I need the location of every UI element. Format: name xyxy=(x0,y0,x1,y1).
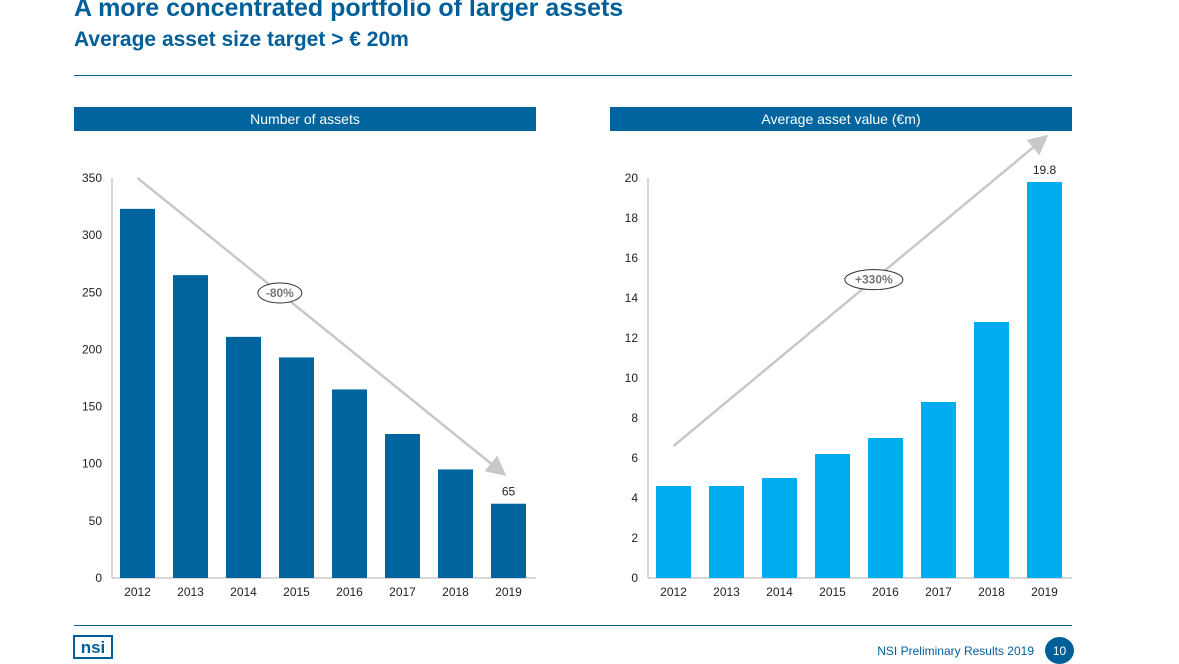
number-of-assets-chart: 0 50 100 150 200 250 300 350 2012 2013 2014 2015 201… xyxy=(82,171,536,599)
y-tick-label: 100 xyxy=(82,457,102,471)
y-tick-label: 18 xyxy=(625,211,639,225)
nsi-logo: nsi xyxy=(73,635,113,659)
trend-label: +330% xyxy=(855,273,893,287)
y-tick-label: 250 xyxy=(82,285,102,299)
footer-divider xyxy=(74,625,1072,626)
trend-arrow xyxy=(136,177,507,476)
y-tick-label: 0 xyxy=(631,571,638,585)
average-asset-value-chart: 0 2 4 6 8 10 12 14 16 18 20 2012 2013 2014 2015 2016 201… xyxy=(625,134,1072,599)
x-tick-label: 2019 xyxy=(495,585,522,599)
page-subtitle: Average asset size target > € 20m xyxy=(74,28,409,51)
y-tick-label: 300 xyxy=(82,228,102,242)
bar-2013 xyxy=(709,486,744,578)
header-divider xyxy=(74,75,1072,76)
x-tick-label: 2016 xyxy=(872,585,899,599)
x-tick-label: 2018 xyxy=(978,585,1005,599)
bar-2018 xyxy=(974,322,1009,578)
y-tick-label: 50 xyxy=(89,514,103,528)
x-tick-label: 2017 xyxy=(925,585,952,599)
x-tick-label: 2012 xyxy=(660,585,687,599)
x-tick-label: 2013 xyxy=(177,585,204,599)
number-of-assets-chart-title: Number of assets xyxy=(74,107,536,131)
bar-2013 xyxy=(173,275,208,578)
y-tick-label: 16 xyxy=(625,251,639,265)
footer-text: NSI Preliminary Results 2019 xyxy=(877,644,1034,658)
page-number-badge: 10 xyxy=(1045,637,1074,664)
average-asset-value-chart-title: Average asset value (€m) xyxy=(610,107,1072,131)
bar-2019 xyxy=(491,503,526,578)
x-tick-label: 2017 xyxy=(389,585,416,599)
bar-2017 xyxy=(921,402,956,578)
bar-2016 xyxy=(332,389,367,578)
bar-2019 xyxy=(1027,182,1062,578)
x-tick-label: 2015 xyxy=(819,585,846,599)
x-tick-label: 2019 xyxy=(1031,585,1058,599)
y-tick-label: 0 xyxy=(95,571,102,585)
x-tick-label: 2015 xyxy=(283,585,310,599)
x-tick-label: 2014 xyxy=(766,585,793,599)
trend-badge xyxy=(257,282,303,304)
x-tick-label: 2013 xyxy=(713,585,740,599)
x-tick-label: 2012 xyxy=(124,585,151,599)
page-title: A more concentrated portfolio of larger … xyxy=(74,0,624,22)
bar-2015 xyxy=(279,357,314,578)
bar-2016 xyxy=(868,438,903,578)
x-tick-label: 2014 xyxy=(230,585,257,599)
y-tick-label: 200 xyxy=(82,342,102,356)
x-tick-label: 2016 xyxy=(336,585,363,599)
y-tick-label: 6 xyxy=(631,451,638,465)
y-tick-label: 8 xyxy=(631,411,638,425)
y-tick-label: 4 xyxy=(631,491,638,505)
y-tick-label: 20 xyxy=(625,171,639,185)
bar-2018 xyxy=(438,469,473,578)
bar-2017 xyxy=(385,434,420,578)
data-label-2019: 65 xyxy=(502,485,516,499)
y-tick-label: 10 xyxy=(625,371,639,385)
bar-2014 xyxy=(226,336,261,578)
y-tick-label: 350 xyxy=(82,171,102,185)
bar-2014 xyxy=(762,478,797,578)
data-label-2019: 19.8 xyxy=(1033,163,1057,177)
x-tick-label: 2018 xyxy=(442,585,469,599)
y-tick-label: 12 xyxy=(625,331,639,345)
bar-2012 xyxy=(120,208,155,578)
trend-badge xyxy=(844,269,904,291)
y-tick-label: 14 xyxy=(625,291,639,305)
trend-label: -80% xyxy=(266,286,294,300)
trend-arrow xyxy=(672,134,1049,447)
logo-text: nsi xyxy=(81,638,106,657)
bar-2015 xyxy=(815,454,850,578)
y-tick-label: 2 xyxy=(631,531,638,545)
y-tick-label: 150 xyxy=(82,400,102,414)
bar-2012 xyxy=(656,486,691,578)
